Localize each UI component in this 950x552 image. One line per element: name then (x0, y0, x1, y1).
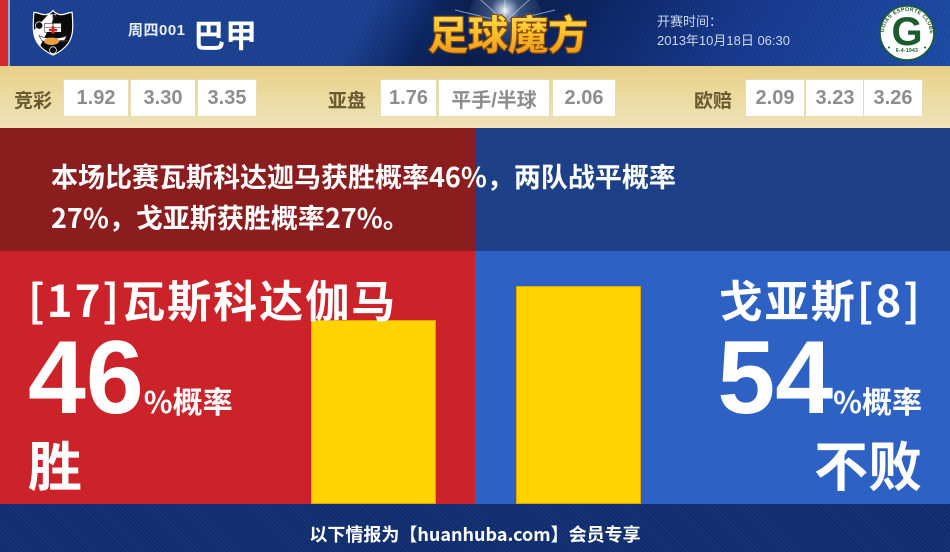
svg-text:G: G (891, 10, 922, 54)
svg-text:足球魔方: 足球魔方 (428, 3, 588, 61)
